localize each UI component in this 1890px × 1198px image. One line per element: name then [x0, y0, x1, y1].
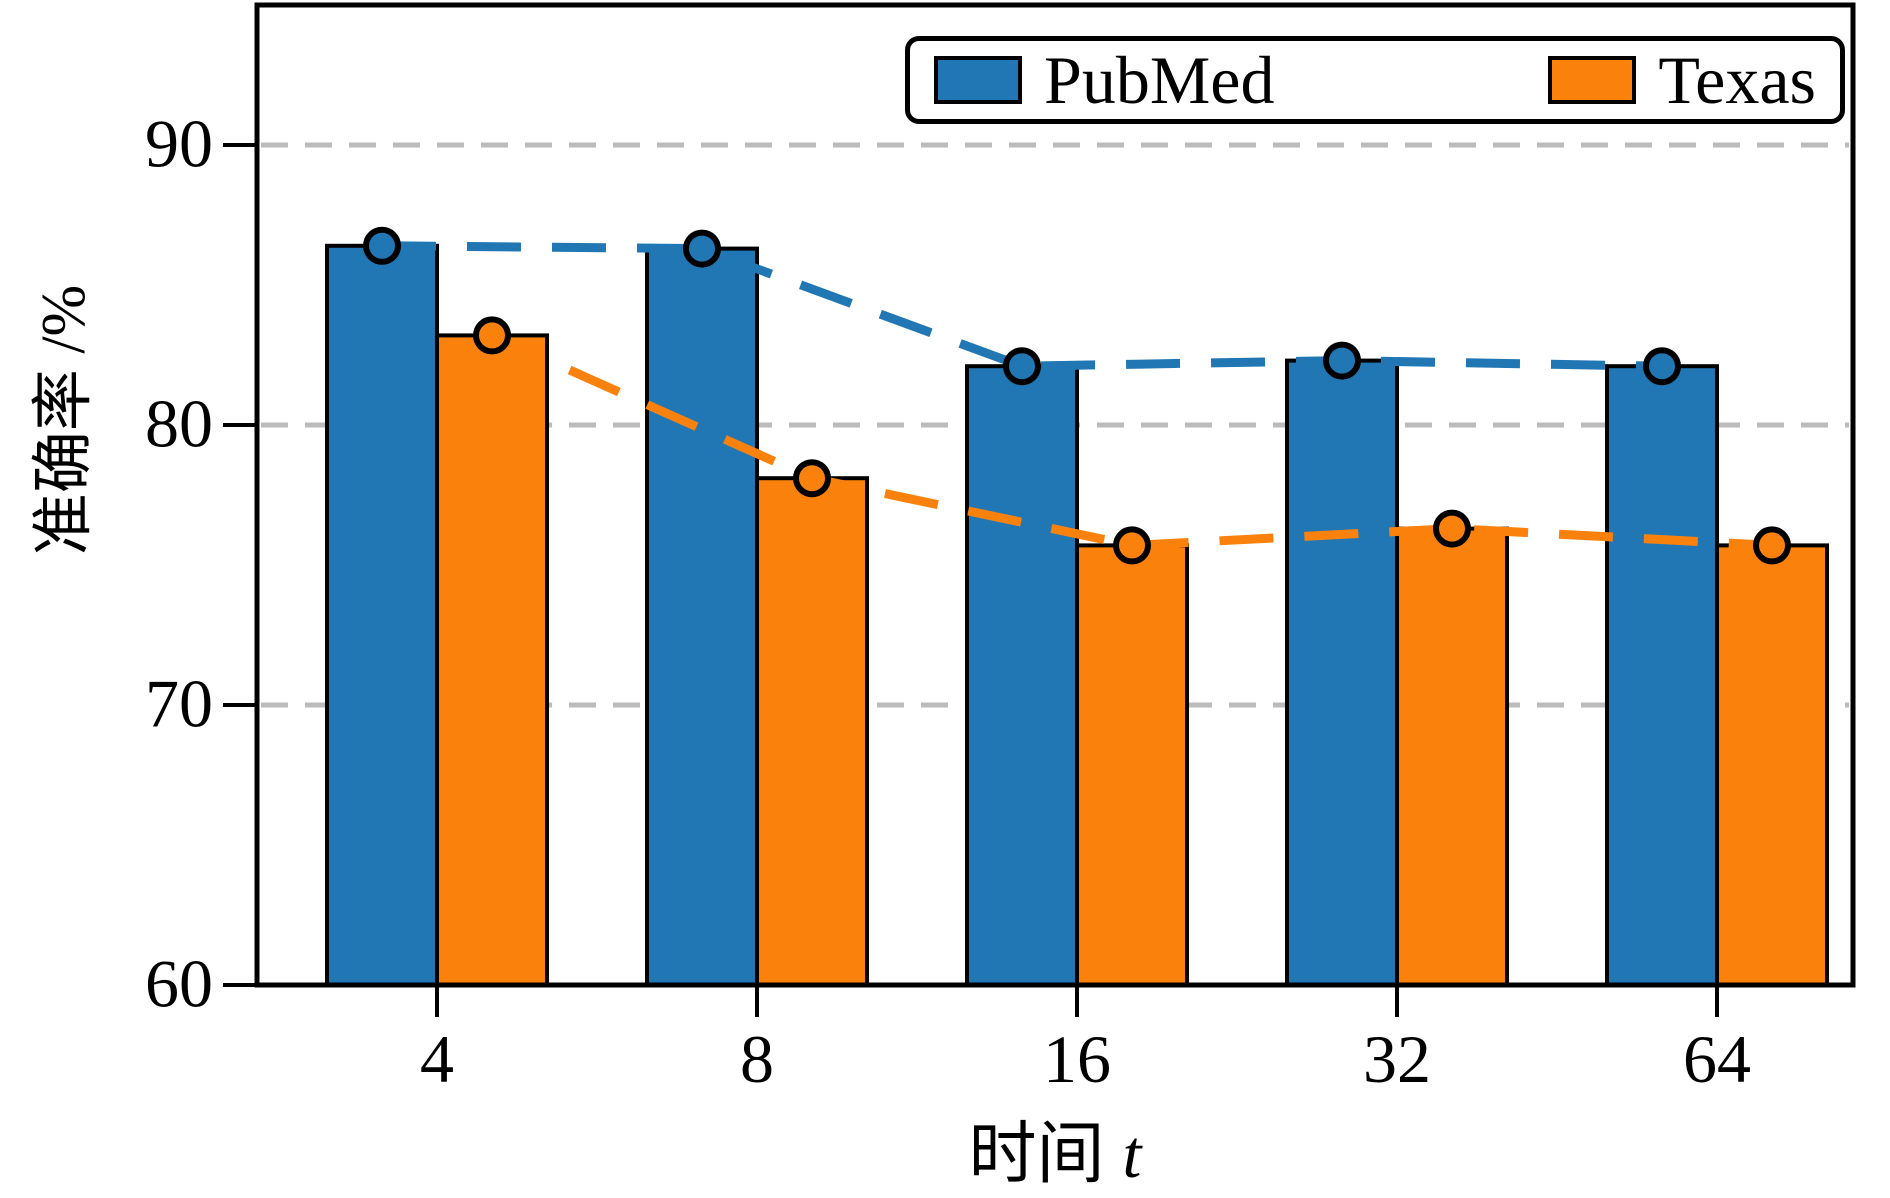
x-tick-label-32: 32: [1363, 1021, 1431, 1097]
plot-area: [223, 2, 1856, 1017]
x-tick-label-64: 64: [1683, 1021, 1751, 1097]
y-tick-label-90: 90: [145, 105, 213, 182]
bar-pubmed-4: [325, 243, 439, 988]
bar-pubmed-16: [965, 364, 1079, 987]
bar-texas-16: [1075, 543, 1189, 988]
bar-pubmed-32: [1285, 358, 1399, 988]
trend-line-pubmed: [381, 241, 1663, 371]
legend-label-texas: Texas: [1658, 42, 1816, 118]
plot-frame: [254, 2, 1856, 988]
x-axis-title: 时间 t: [755, 1098, 1355, 1197]
legend-label-pubmed: PubMed: [1044, 42, 1275, 118]
marker-pubmed-16: [1003, 347, 1041, 386]
bar-texas-8: [755, 476, 869, 987]
marker-pubmed-32: [1323, 341, 1361, 380]
x-axis-title-variable: t: [1122, 1116, 1142, 1192]
y-tick-label-60: 60: [145, 945, 213, 1022]
marker-pubmed-4: [363, 226, 401, 265]
bar-pubmed-64: [1605, 364, 1719, 987]
bar-texas-32: [1395, 526, 1509, 987]
bar-pubmed-8: [645, 246, 759, 988]
texas-swatch-icon: [1548, 56, 1637, 104]
legend: PubMed Texas: [905, 36, 1845, 124]
bar-texas-4: [435, 333, 549, 987]
y-tick-label-80: 80: [145, 385, 213, 462]
chart-canvas: [223, 2, 1856, 1017]
legend-item-texas: Texas: [1548, 46, 1816, 114]
marker-texas-8: [793, 459, 831, 498]
x-tick-label-16: 16: [1043, 1021, 1111, 1097]
x-tick-label-8: 8: [740, 1021, 774, 1097]
x-tick-label-4: 4: [420, 1021, 454, 1097]
marker-texas-4: [473, 316, 511, 355]
y-tick-label-70: 70: [145, 665, 213, 742]
pubmed-swatch-icon: [934, 56, 1022, 104]
legend-item-pubmed: PubMed: [934, 46, 1274, 114]
x-axis-title-text: 时间: [968, 1116, 1105, 1192]
marker-pubmed-64: [1643, 347, 1681, 386]
marker-texas-32: [1433, 509, 1471, 548]
marker-pubmed-8: [683, 229, 721, 268]
bar-texas-64: [1715, 543, 1829, 988]
marker-texas-16: [1113, 526, 1151, 565]
marker-texas-64: [1753, 526, 1791, 565]
